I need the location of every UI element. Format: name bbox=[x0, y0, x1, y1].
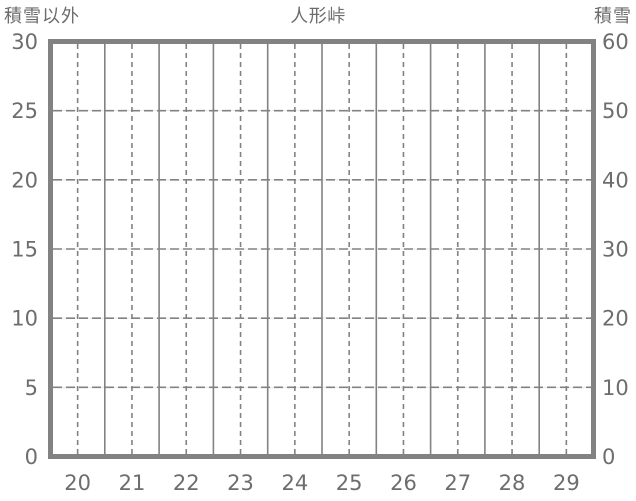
x-axis-tick-label: 24 bbox=[281, 471, 308, 495]
x-axis-tick-label: 26 bbox=[390, 471, 417, 495]
y-axis-right-tick-label: 30 bbox=[602, 238, 629, 262]
left-axis-title: 積雪以外 bbox=[4, 6, 80, 26]
y-axis-left-tick-label: 15 bbox=[11, 238, 38, 262]
y-axis-right-tick-label: 0 bbox=[602, 445, 615, 469]
y-axis-left-tick-label: 25 bbox=[11, 99, 38, 123]
plot-border bbox=[48, 39, 596, 459]
y-axis-left-tick-label: 30 bbox=[11, 30, 38, 54]
x-axis-tick-label: 23 bbox=[227, 471, 254, 495]
y-axis-right-tick-label: 20 bbox=[602, 307, 629, 331]
y-axis-left-tick-label: 10 bbox=[11, 307, 38, 331]
chart-title: 人形峠 bbox=[290, 6, 346, 26]
x-axis-tick-label: 21 bbox=[119, 471, 146, 495]
y-axis-right-tick-label: 50 bbox=[602, 99, 629, 123]
y-axis-right-tick-label: 10 bbox=[602, 376, 629, 400]
x-axis-tick-label: 20 bbox=[64, 471, 91, 495]
x-axis-tick-label: 22 bbox=[173, 471, 200, 495]
x-axis-tick-label: 27 bbox=[444, 471, 471, 495]
y-axis-right-tick-label: 40 bbox=[602, 168, 629, 192]
y-axis-left-tick-label: 20 bbox=[11, 168, 38, 192]
x-axis-tick-label: 29 bbox=[553, 471, 580, 495]
x-axis-tick-label: 28 bbox=[499, 471, 526, 495]
y-axis-left-tick-label: 5 bbox=[25, 376, 38, 400]
x-axis-tick-label: 25 bbox=[336, 471, 363, 495]
y-axis-left-tick-label: 0 bbox=[25, 445, 38, 469]
y-axis-right-tick-label: 60 bbox=[602, 30, 629, 54]
right-axis-title: 積雪 bbox=[594, 6, 632, 26]
